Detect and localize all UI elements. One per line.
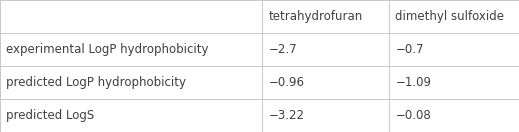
FancyBboxPatch shape [262, 33, 389, 66]
FancyBboxPatch shape [262, 99, 389, 132]
Text: −1.09: −1.09 [395, 76, 431, 89]
Text: −0.08: −0.08 [395, 109, 431, 122]
FancyBboxPatch shape [389, 0, 519, 33]
FancyBboxPatch shape [0, 66, 262, 99]
Text: −0.7: −0.7 [395, 43, 424, 56]
Text: dimethyl sulfoxide: dimethyl sulfoxide [395, 10, 504, 23]
FancyBboxPatch shape [0, 33, 262, 66]
Text: experimental LogP hydrophobicity: experimental LogP hydrophobicity [6, 43, 209, 56]
Text: predicted LogS: predicted LogS [6, 109, 94, 122]
Text: predicted LogP hydrophobicity: predicted LogP hydrophobicity [6, 76, 186, 89]
Text: −2.7: −2.7 [268, 43, 297, 56]
FancyBboxPatch shape [0, 0, 262, 33]
FancyBboxPatch shape [262, 66, 389, 99]
Text: −0.96: −0.96 [268, 76, 304, 89]
Text: tetrahydrofuran: tetrahydrofuran [268, 10, 363, 23]
FancyBboxPatch shape [389, 66, 519, 99]
FancyBboxPatch shape [262, 0, 389, 33]
FancyBboxPatch shape [389, 99, 519, 132]
FancyBboxPatch shape [389, 33, 519, 66]
FancyBboxPatch shape [0, 99, 262, 132]
Text: −3.22: −3.22 [268, 109, 304, 122]
